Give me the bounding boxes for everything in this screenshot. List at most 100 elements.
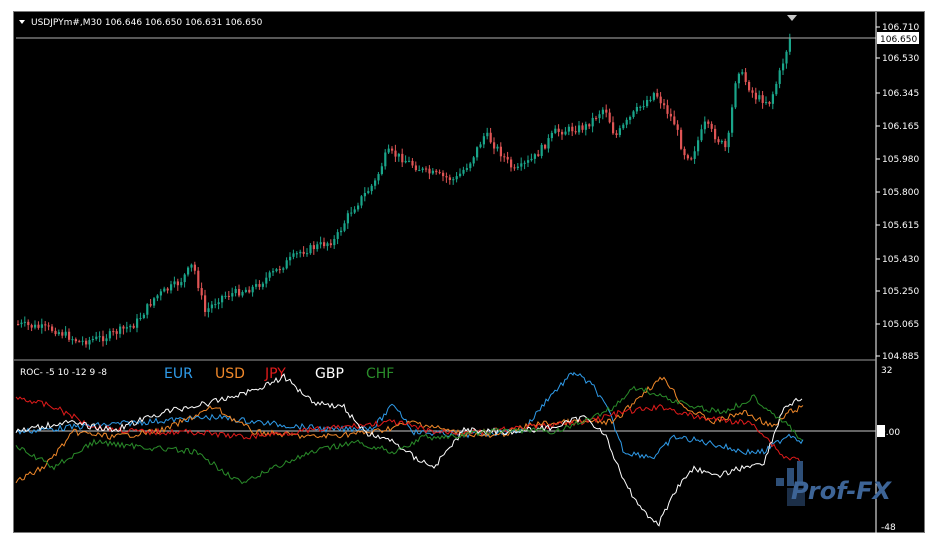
candle-body [724,141,727,148]
watermark-text: Prof-FX [791,477,893,505]
candle-body [241,292,244,296]
price-axis-label: 105.430 [882,255,919,265]
candle-body [584,124,587,130]
candle-body [659,96,662,104]
candle-body [265,277,268,284]
legend-chf: CHF [366,366,394,382]
roc-line-jpy [15,396,803,463]
candle-body [741,72,744,74]
candle-body [217,302,220,305]
candle-body [435,170,438,173]
candle-body [737,73,740,84]
candle-body [727,132,730,148]
candle-body [91,339,94,341]
candle-body [629,116,632,120]
candle-body [112,331,115,333]
candle-body [336,232,339,239]
chart-canvas[interactable]: 106.710 106.530 106.345 106.165 105.980 105.8… [14,12,926,534]
candle-body [744,72,747,82]
roc-lines [15,371,804,527]
candle-body [81,340,84,342]
candle-body [61,332,64,336]
candle-body [57,332,60,335]
candle-body [489,132,492,143]
candle-body [309,245,312,254]
candle-body [520,163,523,167]
candle-body [204,295,207,312]
candle-body [516,166,519,168]
chevron-down-icon[interactable] [19,20,25,24]
candle-body [105,338,108,342]
candle-body [221,295,224,303]
candle-body [44,324,47,326]
candle-body [700,129,703,141]
candle-body [673,116,676,125]
candle-body [387,148,390,153]
candle-body [129,325,132,328]
candle-body [248,289,251,293]
candle-body [108,331,111,339]
candle-body [68,331,71,340]
candle-body [465,168,468,170]
candle-body [710,123,713,129]
candle-body [17,324,20,325]
candle-body [227,295,230,297]
candle-body [163,288,166,292]
candle-body [717,139,720,143]
candle-body [612,122,615,134]
candle-body [785,51,788,64]
candle-body [775,83,778,95]
price-axis-label: 105.065 [882,320,919,330]
candle-body [703,121,706,130]
candle-body [329,243,332,246]
candle-body [754,92,757,100]
price-axis-label: 105.250 [882,287,919,297]
candle-body [605,109,608,113]
price-candles [17,33,791,350]
candle-body [244,289,247,293]
chart-window: 106.710 106.530 106.345 106.165 105.980 105.8… [13,11,926,534]
candle-body [370,185,373,192]
candle-body [268,272,271,278]
current-price-box [877,32,919,44]
chart-shift-icon[interactable] [787,15,797,21]
legend-gbp: GBP [315,366,344,382]
candle-body [146,304,149,315]
indicator-axis-bottom: -48 [881,523,896,533]
zero-marker [877,425,885,437]
candle-body [442,172,445,177]
candle-body [690,158,693,160]
candle-body [343,223,346,231]
candle-body [125,327,128,329]
candle-body [554,128,557,133]
candle-body [285,260,288,269]
candle-body [601,109,604,115]
candle-body [74,339,77,342]
candle-body [493,142,496,149]
candle-body [122,326,125,329]
candle-body [771,94,774,104]
candle-body [618,128,621,136]
candle-body [669,113,672,117]
candle-body [397,153,400,157]
candle-body [408,160,411,162]
candle-body [462,169,465,174]
candle-body [173,281,176,285]
candle-body [357,205,360,210]
candle-body [102,336,105,342]
candle-body [88,340,91,345]
candle-body [496,146,499,149]
candle-body [166,288,169,291]
candle-body [214,304,217,306]
candle-body [323,242,326,247]
candle-body [527,160,530,163]
candle-body [64,331,67,336]
candle-body [261,283,264,287]
roc-line-gbp [15,373,803,527]
candle-body [180,282,183,286]
candle-body [693,151,696,159]
candle-body [401,153,404,163]
candle-body [598,114,601,119]
candle-body [391,148,394,151]
candle-body [319,242,322,245]
